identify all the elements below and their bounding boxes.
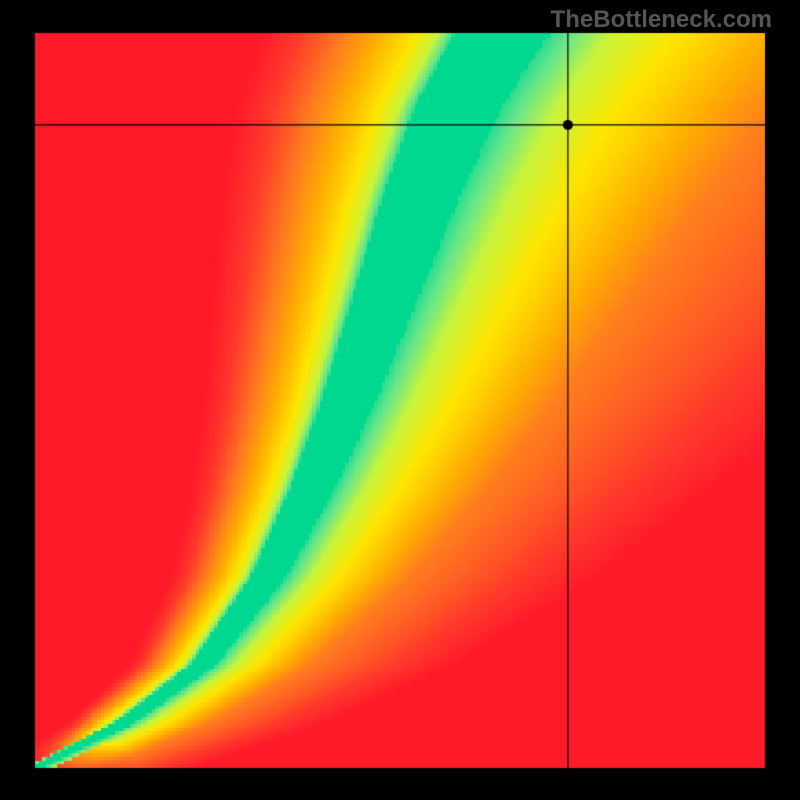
watermark-text: TheBottleneck.com bbox=[551, 6, 772, 34]
bottleneck-heatmap bbox=[0, 0, 800, 800]
